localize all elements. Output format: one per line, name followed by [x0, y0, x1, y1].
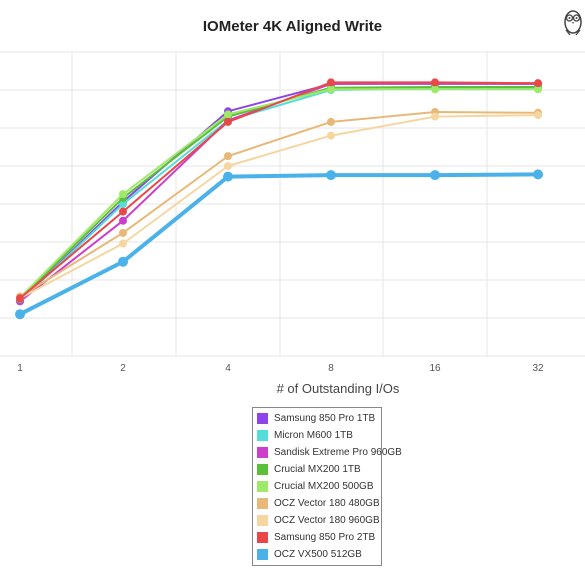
data-point [224, 162, 232, 170]
line-chart: 1 2 4 8 16 32 # of Outstanding I/Os [0, 51, 585, 396]
data-point [119, 190, 127, 199]
data-point [224, 152, 232, 161]
legend-swatch [257, 447, 268, 458]
legend-label: Crucial MX200 500GB [274, 481, 374, 492]
legend-swatch [257, 515, 268, 526]
x-tick-label: 32 [532, 363, 544, 374]
series-line [19, 85, 539, 300]
legend-swatch [257, 549, 268, 560]
legend-label: Samsung 850 Pro 1TB [274, 413, 376, 424]
data-point [223, 171, 233, 182]
data-point [119, 239, 127, 248]
owl-icon [564, 10, 582, 36]
data-point [327, 117, 335, 126]
legend-item: Micron M600 1TB [257, 427, 377, 444]
data-point [15, 309, 25, 320]
x-axis-label: # of Outstanding I/Os [277, 381, 400, 396]
legend-label: Micron M600 1TB [274, 430, 353, 441]
data-point [431, 85, 439, 94]
series-line [19, 81, 539, 300]
x-tick-label: 16 [429, 363, 441, 374]
legend-item: Samsung 850 Pro 1TB [257, 410, 377, 427]
x-tick-label: 1 [17, 363, 23, 374]
data-point [326, 170, 336, 181]
x-tick-label: 8 [328, 363, 334, 374]
legend-swatch [257, 430, 268, 441]
data-point [224, 110, 232, 119]
legend-label: Sandisk Extreme Pro 960GB [274, 447, 402, 458]
data-point [224, 117, 232, 126]
data-point [119, 228, 127, 237]
data-point [431, 112, 439, 121]
data-point [430, 170, 440, 181]
data-point [119, 200, 127, 208]
legend-swatch [257, 498, 268, 509]
legend-item: Crucial MX200 1TB [257, 461, 377, 478]
series-line [18, 172, 540, 317]
series-line [19, 111, 539, 298]
chart-legend: Samsung 850 Pro 1TB Micron M600 1TB Sandis… [252, 407, 402, 566]
legend-item: Sandisk Extreme Pro 960GB [257, 444, 402, 461]
legend-label: Samsung 850 Pro 2TB [274, 532, 376, 543]
data-point [327, 131, 335, 140]
data-point [118, 256, 128, 267]
legend-swatch [257, 413, 268, 424]
legend-label: OCZ Vector 180 960GB [274, 515, 380, 526]
series-line [19, 87, 539, 303]
series-line [19, 114, 539, 300]
legend-label: OCZ Vector 180 480GB [274, 498, 380, 509]
chart-title: IOMeter 4K Aligned Write [202, 18, 383, 35]
x-tick-label: 2 [120, 363, 126, 374]
data-point [534, 111, 542, 120]
data-point [327, 85, 335, 94]
data-point [119, 207, 127, 216]
data-point [327, 78, 335, 87]
data-point [533, 169, 543, 180]
legend-label: OCZ VX500 512GB [274, 549, 362, 560]
data-point [119, 216, 127, 225]
x-tick-label: 4 [225, 363, 231, 374]
legend-item: Samsung 850 Pro 2TB [257, 529, 377, 546]
data-point [534, 79, 542, 88]
legend-swatch [257, 481, 268, 492]
legend-swatch [257, 532, 268, 543]
legend-label: Crucial MX200 1TB [274, 464, 361, 475]
data-point [16, 294, 24, 303]
legend-swatch [257, 464, 268, 475]
data-point [534, 85, 542, 94]
data-point [431, 78, 439, 87]
legend-item: Crucial MX200 500GB [257, 478, 377, 495]
legend-item: OCZ VX500 512GB [257, 546, 377, 563]
series-line [19, 88, 539, 299]
legend-item: OCZ Vector 180 480GB [257, 495, 380, 512]
legend-item: OCZ Vector 180 960GB [257, 512, 380, 529]
